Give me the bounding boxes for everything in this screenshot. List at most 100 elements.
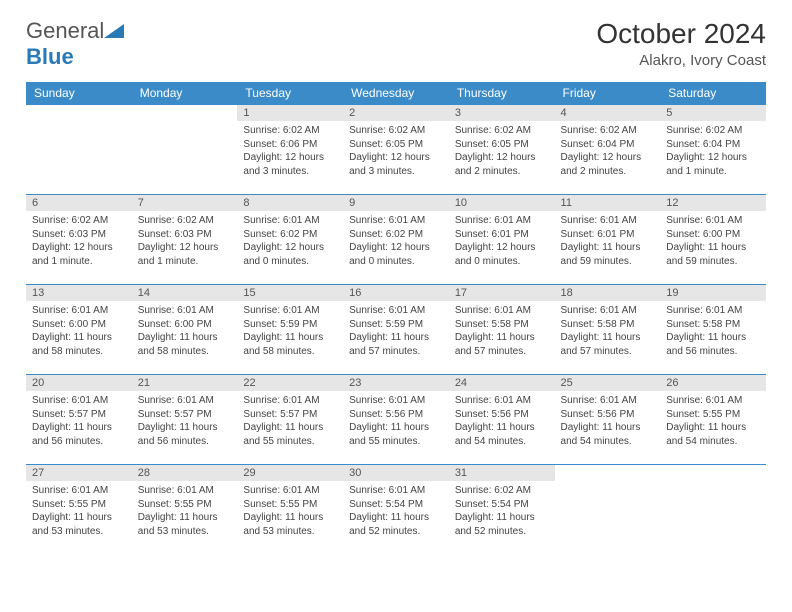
day-data: Sunrise: 6:01 AMSunset: 5:55 PMDaylight:… <box>132 481 238 541</box>
calendar-week-row: 13Sunrise: 6:01 AMSunset: 6:00 PMDayligh… <box>26 285 766 375</box>
daylight-line: Daylight: 11 hours and 52 minutes. <box>349 512 429 537</box>
sunset-line: Sunset: 6:00 PM <box>666 229 740 240</box>
day-number: 9 <box>343 195 449 211</box>
daylight-line: Daylight: 12 hours and 0 minutes. <box>349 242 430 267</box>
sunset-line: Sunset: 5:54 PM <box>455 499 529 510</box>
day-number: 29 <box>237 465 343 481</box>
calendar-day-cell: 11Sunrise: 6:01 AMSunset: 6:01 PMDayligh… <box>555 195 661 285</box>
sunrise-line: Sunrise: 6:01 AM <box>243 485 319 496</box>
calendar-day-cell: 4 Sunrise: 6:02 AM Sunset: 6:04 PM Daylight… <box>555 105 661 195</box>
day-data: Sunrise: 6:01 AMSunset: 5:55 PMDaylight:… <box>660 391 766 451</box>
calendar-week-row: 27Sunrise: 6:01 AMSunset: 5:55 PMDayligh… <box>26 465 766 555</box>
sunrise-line: Sunrise: 6:01 AM <box>666 395 742 406</box>
sunrise-line: Sunrise: 6:01 AM <box>138 305 214 316</box>
month-title: October 2024 <box>596 18 766 50</box>
sunset-line: Sunset: 6:04 PM <box>561 139 635 150</box>
logo-part2: Blue <box>26 44 74 69</box>
daylight-line: Daylight: 12 hours and 0 minutes. <box>243 242 324 267</box>
calendar-day-cell: 9 Sunrise: 6:01 AM Sunset: 6:02 PM Daylight… <box>343 195 449 285</box>
day-data: Sunrise: 6:02 AMSunset: 6:05 PMDaylight:… <box>343 121 449 181</box>
day-number: 28 <box>132 465 238 481</box>
sunrise-line: Sunrise: 6:01 AM <box>561 395 637 406</box>
day-data: Sunrise: 6:01 AMSunset: 5:58 PMDaylight:… <box>449 301 555 361</box>
sunset-line: Sunset: 6:02 PM <box>349 229 423 240</box>
day-data: Sunrise: 6:02 AMSunset: 6:03 PMDaylight:… <box>26 211 132 271</box>
sunset-line: Sunset: 5:57 PM <box>138 409 212 420</box>
daylight-line: Daylight: 12 hours and 2 minutes. <box>455 152 536 177</box>
day-number: 27 <box>26 465 132 481</box>
day-data: Sunrise: 6:01 AMSunset: 6:00 PMDaylight:… <box>26 301 132 361</box>
sunset-line: Sunset: 6:05 PM <box>349 139 423 150</box>
header: General Blue October 2024 Alakro, Ivory … <box>26 18 766 70</box>
day-number: 2 <box>343 105 449 121</box>
daylight-line: Daylight: 11 hours and 55 minutes. <box>243 422 323 447</box>
calendar-empty-cell <box>26 105 132 195</box>
location: Alakro, Ivory Coast <box>596 52 766 69</box>
day-number: 18 <box>555 285 661 301</box>
sunrise-line: Sunrise: 6:02 AM <box>666 125 742 136</box>
sunset-line: Sunset: 5:59 PM <box>243 319 317 330</box>
day-number: 31 <box>449 465 555 481</box>
calendar-day-cell: 21Sunrise: 6:01 AMSunset: 5:57 PMDayligh… <box>132 375 238 465</box>
sunset-line: Sunset: 6:00 PM <box>138 319 212 330</box>
sunrise-line: Sunrise: 6:01 AM <box>666 305 742 316</box>
calendar-table: SundayMondayTuesdayWednesdayThursdayFrid… <box>26 82 766 555</box>
day-number: 7 <box>132 195 238 211</box>
sunrise-line: Sunrise: 6:01 AM <box>455 395 531 406</box>
day-data: Sunrise: 6:02 AM Sunset: 6:04 PM Daylight:… <box>555 121 661 181</box>
day-number: 6 <box>26 195 132 211</box>
daylight-line: Daylight: 11 hours and 57 minutes. <box>455 332 535 357</box>
calendar-head: SundayMondayTuesdayWednesdayThursdayFrid… <box>26 82 766 105</box>
calendar-day-cell: 29Sunrise: 6:01 AMSunset: 5:55 PMDayligh… <box>237 465 343 555</box>
sunset-line: Sunset: 5:55 PM <box>138 499 212 510</box>
calendar-day-cell: 27Sunrise: 6:01 AMSunset: 5:55 PMDayligh… <box>26 465 132 555</box>
sunrise-line: Sunrise: 6:02 AM <box>561 125 637 136</box>
day-number: 23 <box>343 375 449 391</box>
daylight-line: Daylight: 11 hours and 52 minutes. <box>455 512 535 537</box>
sunrise-line: Sunrise: 6:01 AM <box>138 485 214 496</box>
daylight-line: Daylight: 11 hours and 53 minutes. <box>243 512 323 537</box>
weekday-header: Sunday <box>26 82 132 105</box>
day-data: Sunrise: 6:01 AMSunset: 6:00 PMDaylight:… <box>132 301 238 361</box>
sunrise-line: Sunrise: 6:01 AM <box>243 215 319 226</box>
sunrise-line: Sunrise: 6:01 AM <box>561 305 637 316</box>
sunrise-line: Sunrise: 6:01 AM <box>138 395 214 406</box>
sunrise-line: Sunrise: 6:02 AM <box>455 485 531 496</box>
day-number: 21 <box>132 375 238 391</box>
sunset-line: Sunset: 6:02 PM <box>243 229 317 240</box>
day-data: Sunrise: 6:02 AMSunset: 6:03 PMDaylight:… <box>132 211 238 271</box>
sunset-line: Sunset: 5:54 PM <box>349 499 423 510</box>
title-block: October 2024 Alakro, Ivory Coast <box>596 18 766 69</box>
day-data: Sunrise: 6:01 AMSunset: 5:59 PMDaylight:… <box>237 301 343 361</box>
sunrise-line: Sunrise: 6:02 AM <box>138 215 214 226</box>
calendar-day-cell: 15Sunrise: 6:01 AMSunset: 5:59 PMDayligh… <box>237 285 343 375</box>
calendar-day-cell: 12Sunrise: 6:01 AMSunset: 6:00 PMDayligh… <box>660 195 766 285</box>
weekday-header: Friday <box>555 82 661 105</box>
sunrise-line: Sunrise: 6:02 AM <box>349 125 425 136</box>
daylight-line: Daylight: 11 hours and 55 minutes. <box>349 422 429 447</box>
calendar-day-cell: 10Sunrise: 6:01 AMSunset: 6:01 PMDayligh… <box>449 195 555 285</box>
day-data: Sunrise: 6:01 AMSunset: 6:00 PMDaylight:… <box>660 211 766 271</box>
calendar-day-cell: 23Sunrise: 6:01 AMSunset: 5:56 PMDayligh… <box>343 375 449 465</box>
day-data: Sunrise: 6:02 AMSunset: 6:06 PMDaylight:… <box>237 121 343 181</box>
calendar-day-cell: 8Sunrise: 6:01 AMSunset: 6:02 PMDaylight… <box>237 195 343 285</box>
day-number: 14 <box>132 285 238 301</box>
day-number: 4 <box>555 105 661 121</box>
logo: General Blue <box>26 18 124 70</box>
calendar-week-row: 1Sunrise: 6:02 AMSunset: 6:06 PMDaylight… <box>26 105 766 195</box>
sunrise-line: Sunrise: 6:01 AM <box>243 305 319 316</box>
day-data: Sunrise: 6:01 AMSunset: 5:58 PMDaylight:… <box>555 301 661 361</box>
daylight-line: Daylight: 12 hours and 2 minutes. <box>561 152 642 177</box>
calendar-week-row: 6Sunrise: 6:02 AMSunset: 6:03 PMDaylight… <box>26 195 766 285</box>
calendar-day-cell: 18Sunrise: 6:01 AMSunset: 5:58 PMDayligh… <box>555 285 661 375</box>
day-data: Sunrise: 6:01 AMSunset: 5:55 PMDaylight:… <box>26 481 132 541</box>
sunset-line: Sunset: 5:58 PM <box>455 319 529 330</box>
calendar-day-cell: 31 Sunrise: 6:02 AM Sunset: 5:54 PM Dayligh… <box>449 465 555 555</box>
day-data: Sunrise: 6:02 AMSunset: 6:04 PMDaylight:… <box>660 121 766 181</box>
calendar-day-cell: 2Sunrise: 6:02 AMSunset: 6:05 PMDaylight… <box>343 105 449 195</box>
sunset-line: Sunset: 6:06 PM <box>243 139 317 150</box>
daylight-line: Daylight: 12 hours and 1 minute. <box>666 152 747 177</box>
day-data: Sunrise: 6:01 AMSunset: 6:01 PMDaylight:… <box>555 211 661 271</box>
sunrise-line: Sunrise: 6:01 AM <box>349 215 425 226</box>
day-data: Sunrise: 6:01 AMSunset: 6:01 PMDaylight:… <box>449 211 555 271</box>
